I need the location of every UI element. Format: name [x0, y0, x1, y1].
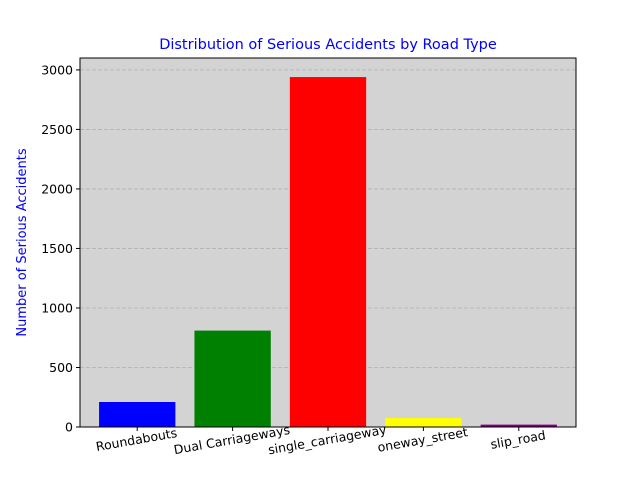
x-tick-label-oneway_street: oneway_street	[376, 424, 469, 455]
y-axis-label: Number of Serious Accidents	[15, 148, 30, 336]
x-tick-label-Roundabouts: Roundabouts	[95, 425, 178, 454]
x-tick-label-slip_road: slip_road	[489, 427, 547, 451]
y-tick-label-500: 500	[49, 360, 73, 375]
chart-title: Distribution of Serious Accidents by Roa…	[159, 37, 497, 53]
bar-slip_road	[480, 424, 557, 427]
y-tick-label-1500: 1500	[41, 241, 73, 256]
y-tick-label-2000: 2000	[41, 181, 73, 196]
y-tick-label-2500: 2500	[41, 122, 73, 137]
bar-Roundabouts	[99, 402, 176, 427]
y-axis: 0 500 1000 1500 2000 2500 3000	[41, 62, 80, 435]
y-tick-label-3000: 3000	[41, 62, 73, 77]
bar-Dual Carriageways	[194, 330, 271, 427]
y-tick-label-0: 0	[65, 420, 73, 435]
bar-oneway_street	[385, 418, 462, 427]
y-tick-label-1000: 1000	[41, 300, 73, 315]
bars	[99, 77, 557, 427]
bar-single_carriageway	[289, 77, 367, 427]
